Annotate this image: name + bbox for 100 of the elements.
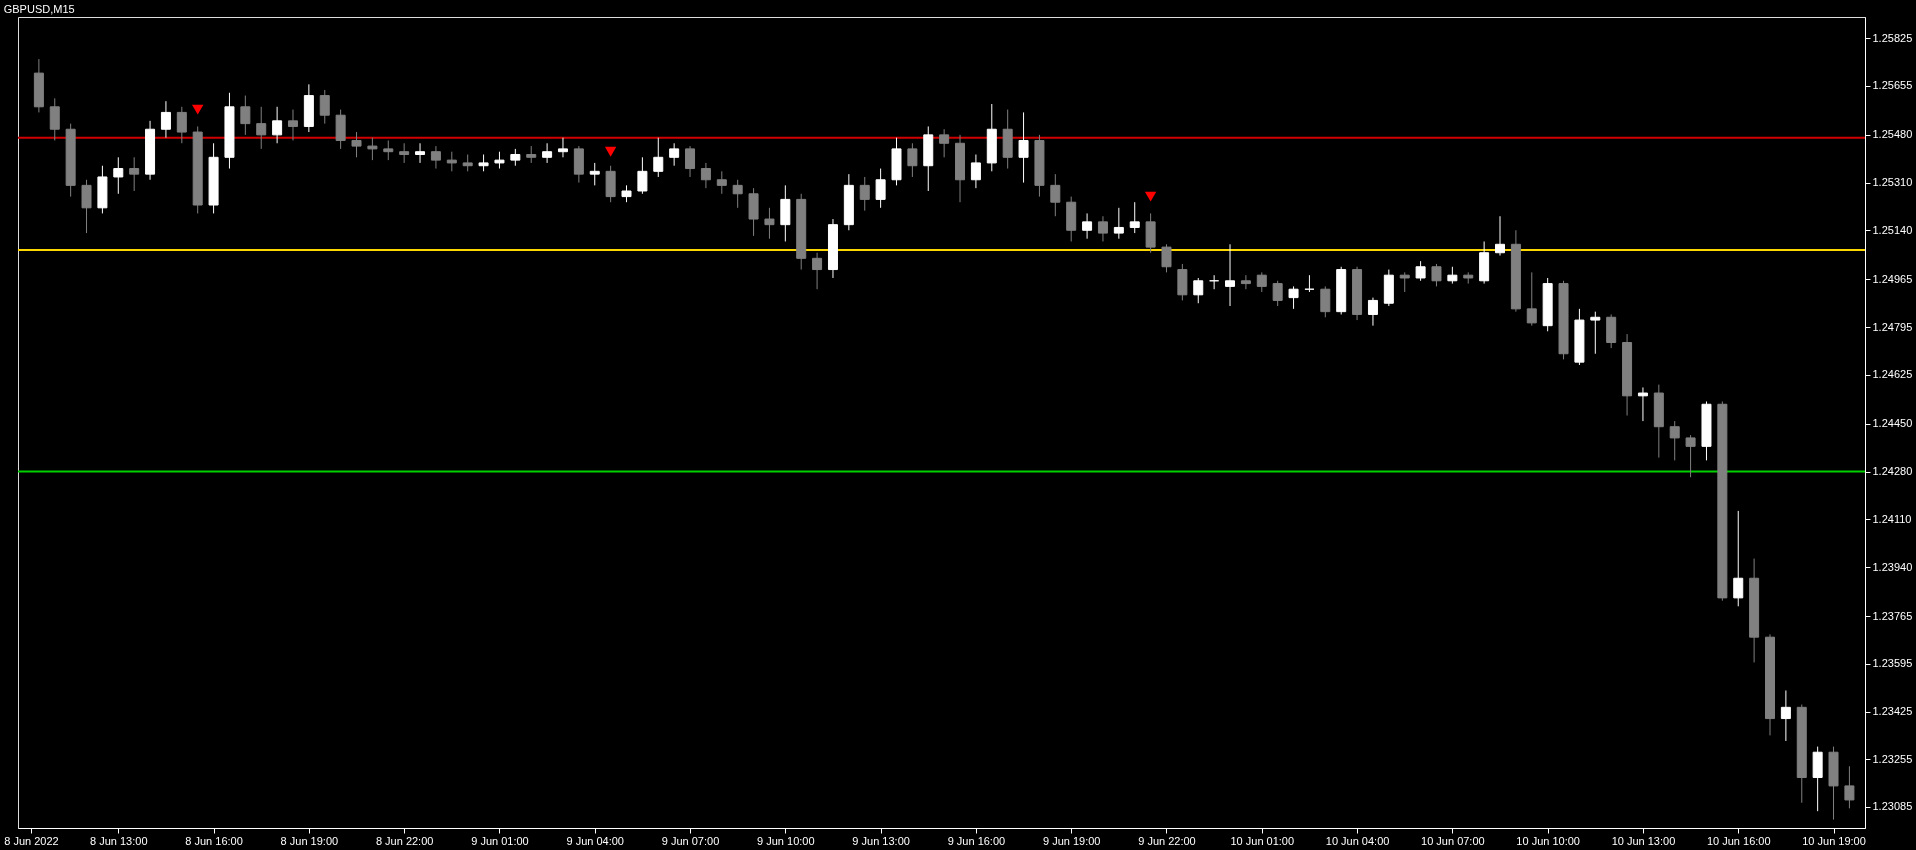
candlestick: [1526, 271, 1537, 327]
candlestick: [812, 252, 823, 290]
candlestick: [446, 151, 457, 172]
candlestick: [1415, 260, 1426, 282]
candlestick: [1367, 297, 1378, 327]
x-tick-label: 9 Jun 13:00: [852, 834, 910, 847]
candlestick: [939, 128, 950, 158]
candlestick: [1225, 243, 1236, 307]
candlestick: [653, 137, 664, 178]
x-tick-label: 9 Jun 07:00: [661, 834, 720, 847]
candlestick: [240, 95, 251, 136]
candlestick: [81, 179, 92, 234]
y-tick-label: 1.23255: [1872, 752, 1913, 765]
candlestick: [272, 106, 283, 144]
candlestick: [287, 109, 298, 141]
chart-title: GBPUSD,M15: [3, 3, 75, 15]
x-tick-label: 10 Jun 04:00: [1325, 834, 1390, 847]
candlestick: [113, 156, 124, 195]
x-tick-label: 10 Jun 13:00: [1611, 834, 1676, 847]
candlestick: [256, 106, 267, 150]
candlestick: [1637, 386, 1648, 422]
y-tick-label: 1.24625: [1872, 368, 1913, 381]
candlestick: [1431, 263, 1442, 287]
candlestick: [1240, 274, 1251, 290]
candlestick: [49, 97, 60, 141]
candlestick: [1256, 271, 1267, 293]
candlestick: [1050, 173, 1061, 217]
y-tick-label: 1.23940: [1872, 560, 1913, 573]
candlestick: [1685, 434, 1696, 478]
x-tick-label: 10 Jun 01:00: [1230, 834, 1295, 847]
candlestick: [637, 156, 648, 195]
candlestick: [1082, 212, 1093, 240]
candlestick: [716, 170, 727, 195]
y-tick-label: 1.24795: [1872, 320, 1913, 333]
candlestick: [1590, 311, 1601, 355]
x-tick-label: 9 Jun 10:00: [757, 834, 815, 847]
candlestick: [1097, 215, 1108, 242]
point: [192, 104, 204, 115]
y-tick-label: 1.24280: [1872, 465, 1913, 478]
x-tick-label: 9 Jun 22:00: [1138, 834, 1196, 847]
candlestick: [351, 131, 362, 158]
y-tick-label: 1.25140: [1872, 223, 1913, 236]
candlestick: [1113, 207, 1124, 240]
candlestick: [383, 139, 394, 161]
candlestick: [557, 137, 568, 158]
candlestick: [176, 106, 187, 144]
candlestick: [1161, 243, 1172, 273]
y-tick-label: 1.24450: [1872, 417, 1913, 430]
x-tick-label: 10 Jun 10:00: [1516, 834, 1580, 847]
x-tick-label: 8 Jun 19:00: [280, 834, 339, 847]
y-tick-label: 1.23765: [1872, 609, 1913, 622]
point: [604, 146, 617, 157]
y-tick-label: 1.25480: [1872, 128, 1913, 141]
x-tick-label: 10 Jun 07:00: [1421, 834, 1485, 847]
candlestick: [1780, 689, 1791, 742]
y-tick-label: 1.24110: [1872, 512, 1912, 525]
candlestick: [970, 154, 981, 189]
x-tick-label: 9 Jun 01:00: [471, 834, 529, 847]
candlestick: [700, 162, 711, 189]
candlestick: [685, 145, 696, 178]
candlestick: [129, 156, 140, 192]
x-tick-label: 9 Jun 16:00: [947, 834, 1006, 847]
candlestick: [1844, 765, 1855, 809]
candlestick: [1193, 277, 1204, 304]
y-tick-label: 1.23425: [1872, 705, 1913, 718]
x-tick-label: 8 Jun 16:00: [185, 834, 243, 847]
x-tick-label: 10 Jun 19:00: [1802, 834, 1866, 847]
y-tick-label: 1.23085: [1872, 800, 1913, 813]
candlestick: [1018, 111, 1029, 184]
x-tick-label: 8 Jun 13:00: [90, 834, 148, 847]
candlestick: [430, 145, 441, 170]
candlestick: [1288, 285, 1299, 310]
candlestick: [669, 142, 680, 167]
candlestick: [907, 142, 918, 178]
candlestick: [160, 100, 171, 139]
y-tick-label: 1.25825: [1872, 31, 1913, 44]
candlestick: [764, 207, 775, 240]
x-tick-label: 10 Jun 16:00: [1706, 834, 1771, 847]
candlestick: [319, 89, 330, 125]
candlestick: [1129, 201, 1140, 234]
candlestick: [542, 142, 553, 164]
candlestick: [415, 142, 426, 164]
candlestick: [732, 179, 743, 209]
y-tick-label: 1.25655: [1872, 79, 1913, 92]
x-tick-label: 8 Jun 2022: [4, 834, 59, 847]
y-tick-label: 1.24965: [1872, 272, 1913, 285]
candlestick: [367, 137, 378, 161]
candlestick: [1733, 510, 1744, 607]
x-tick-label: 9 Jun 04:00: [566, 834, 624, 847]
candlestick: [859, 176, 870, 212]
candlestick: [399, 142, 410, 164]
candlestick: [1669, 420, 1680, 461]
candlestick: [1495, 215, 1506, 257]
candlestick: [1272, 280, 1283, 307]
candlestick: [1320, 285, 1331, 318]
point: [1144, 191, 1157, 202]
candlestick: [1399, 271, 1410, 293]
x-tick-label: 9 Jun 19:00: [1042, 834, 1101, 847]
y-tick-label: 1.23595: [1872, 657, 1913, 670]
y-tick-label: 1.25310: [1872, 176, 1913, 189]
